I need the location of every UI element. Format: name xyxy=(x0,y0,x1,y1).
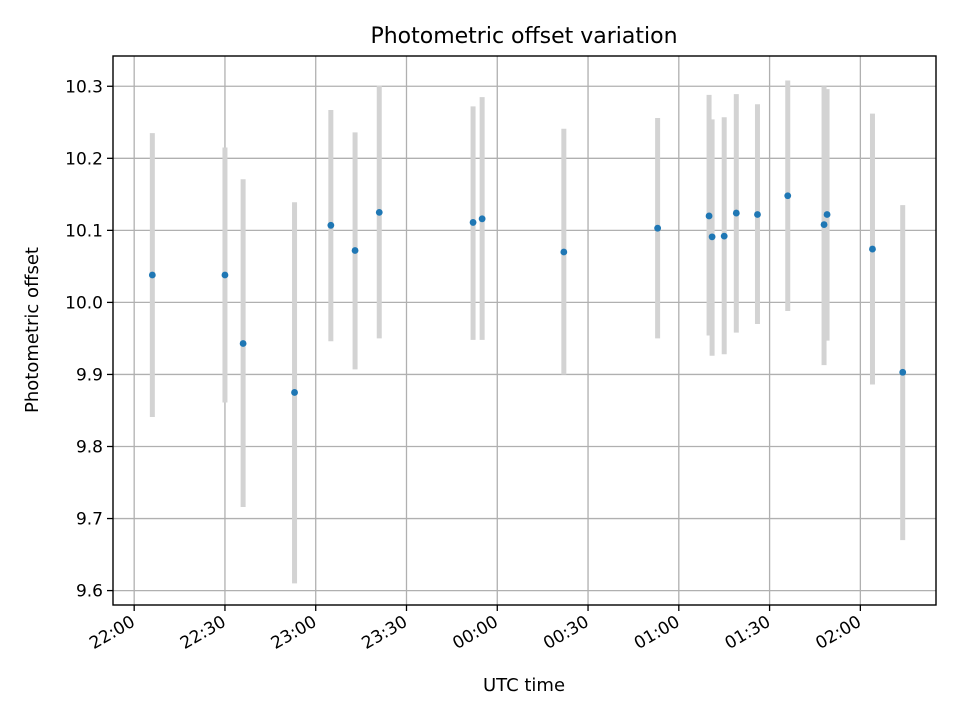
data-point xyxy=(708,233,716,241)
chart-title: Photometric offset variation xyxy=(370,24,677,49)
data-point xyxy=(784,192,792,200)
y-tick-label: 9.9 xyxy=(76,365,103,385)
grid-lines xyxy=(113,56,936,605)
data-point xyxy=(899,368,907,376)
data-point xyxy=(869,245,876,253)
data-point xyxy=(720,232,728,240)
y-tick-label: 10.3 xyxy=(65,77,103,97)
y-tick-label: 9.8 xyxy=(76,437,103,457)
data-point xyxy=(478,215,486,223)
data-point xyxy=(221,271,229,279)
y-tick-label: 10.1 xyxy=(65,221,103,241)
data-point xyxy=(823,211,831,218)
y-tick-label: 9.6 xyxy=(76,582,103,602)
data-point xyxy=(820,221,828,228)
data-points xyxy=(148,192,907,396)
data-point xyxy=(375,208,383,216)
data-point xyxy=(469,219,477,226)
x-axis-label: UTC time xyxy=(483,675,565,696)
y-tick-label: 10.2 xyxy=(65,149,103,169)
y-tick-label: 9.7 xyxy=(76,510,103,530)
data-point xyxy=(705,212,713,220)
data-point xyxy=(148,271,156,279)
data-point xyxy=(291,389,298,396)
data-point xyxy=(754,211,761,218)
data-point xyxy=(654,224,662,232)
data-point xyxy=(351,247,359,254)
data-point xyxy=(239,340,247,347)
data-point xyxy=(327,221,335,229)
data-point xyxy=(732,209,740,217)
data-point xyxy=(560,248,568,256)
y-tick-label: 10.0 xyxy=(65,293,103,313)
plot-frame xyxy=(112,55,937,606)
y-axis-label: Photometric offset xyxy=(22,247,43,413)
y-axis-ticks: 9.6 9.7 9.8 9.9 10.0 10.1 10.2 10.3 xyxy=(65,77,113,602)
